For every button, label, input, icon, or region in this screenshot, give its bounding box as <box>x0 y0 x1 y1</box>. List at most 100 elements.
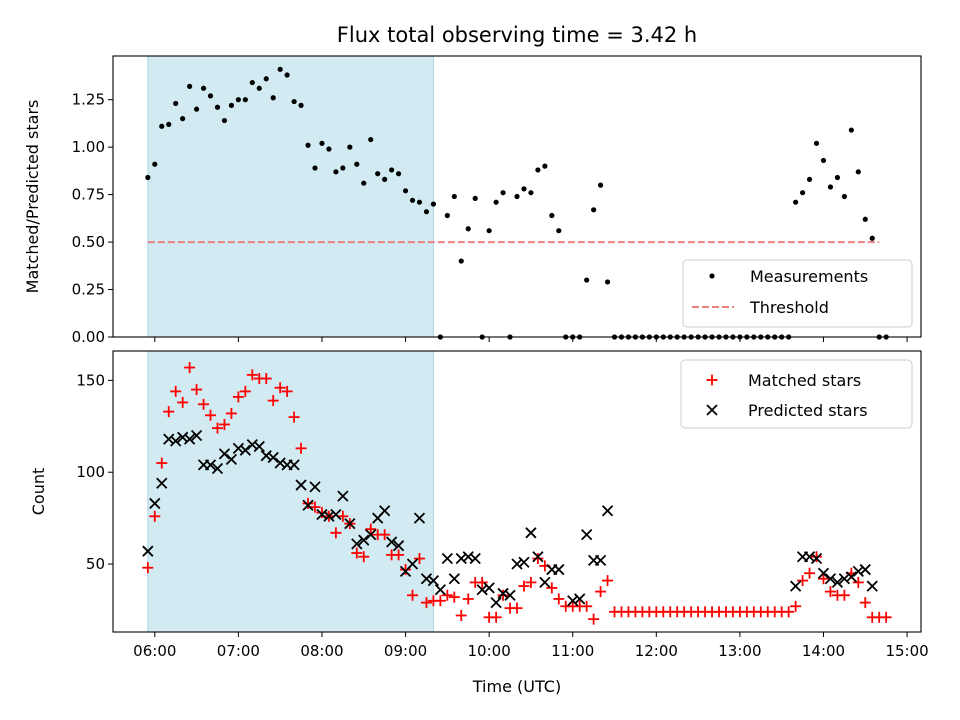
predicted-star-point <box>789 580 802 592</box>
predicted-star-point <box>490 596 502 609</box>
x-tick-label: 13:00 <box>718 642 761 660</box>
measurement-point <box>180 116 186 122</box>
predicted-star-point <box>462 551 474 563</box>
predicted-star-point <box>274 457 286 469</box>
y-tick-label: 0.25 <box>72 281 105 299</box>
legend-cross-glyph <box>706 404 718 416</box>
measurement-point <box>799 190 806 196</box>
measurement-point <box>451 193 457 200</box>
predicted-star-point <box>810 552 823 565</box>
measurement-point <box>806 176 813 183</box>
predicted-star-point <box>581 529 593 541</box>
matched-stars-series <box>142 362 892 625</box>
measurement-point <box>848 127 854 133</box>
matched-star-point <box>393 549 405 561</box>
bottom-axes-frame <box>112 350 922 633</box>
predicted-star-point <box>170 435 182 447</box>
predicted-star-point <box>504 589 516 601</box>
matched-star-point <box>448 591 460 603</box>
x-tick-label: 15:00 <box>885 642 928 660</box>
matched-star-point <box>553 593 565 605</box>
predicted-star-point <box>406 558 419 570</box>
predicted-star-point <box>163 433 175 445</box>
predicted-star-point <box>379 505 391 517</box>
predicted-star-point <box>337 490 349 502</box>
measurement-point <box>152 161 158 167</box>
x-tick-label: 12:00 <box>635 642 678 660</box>
predicted-star-point <box>211 462 224 475</box>
predicted-star-point <box>441 552 453 565</box>
predicted-star-point <box>594 554 607 567</box>
measurement-point <box>409 197 416 203</box>
measurement-point <box>458 258 464 264</box>
bottom-y-axis-label: Count <box>29 468 48 516</box>
matched-star-point <box>797 575 809 587</box>
matched-star-point <box>309 501 321 513</box>
measurement-point <box>340 165 346 171</box>
top-panel: 0.00 0.25 0.50 0.75 1.00 1.25 Flux total obse… <box>23 23 922 346</box>
matched-star-point <box>588 613 600 625</box>
predicted-star-point <box>323 510 335 522</box>
measurement-point <box>235 97 241 103</box>
matched-star-point <box>191 384 203 396</box>
measurement-point <box>312 165 318 171</box>
matched-star-point <box>239 385 251 397</box>
measurement-point <box>347 144 353 150</box>
matched-star-point <box>838 589 850 601</box>
matched-star-point <box>859 597 871 609</box>
measurement-point <box>368 136 374 143</box>
measurement-point <box>500 190 506 196</box>
predicted-star-point <box>852 565 864 578</box>
predicted-star-point <box>483 582 495 594</box>
measurement-point <box>486 228 492 234</box>
matched-star-point <box>232 391 244 403</box>
matched-star-point <box>267 395 279 407</box>
matched-star-point <box>281 385 293 397</box>
y-tick-label: 0.50 <box>72 233 105 251</box>
bottom-panel: 50 100 150 06:00 07:00 08:00 09:00 10:00 11:00 1… <box>29 350 929 696</box>
matched-star-point <box>413 553 425 565</box>
predicted-star-point <box>218 448 231 460</box>
predicted-star-point <box>177 431 189 443</box>
observing-span-shade-bottom <box>147 350 434 633</box>
measurement-point <box>193 106 200 112</box>
matched-star-point <box>156 457 168 469</box>
predicted-star-point <box>497 587 509 600</box>
predicted-star-point <box>427 574 440 587</box>
measurement-point <box>214 104 221 110</box>
matched-star-point <box>198 398 210 410</box>
measurement-point <box>584 277 590 283</box>
measurement-point <box>465 226 471 232</box>
measurement-point <box>284 72 290 78</box>
legend-measurements-marker <box>709 273 715 279</box>
predicted-star-point <box>385 536 398 548</box>
matched-star-point <box>302 497 314 509</box>
predicted-star-point <box>803 551 816 563</box>
predicted-star-point <box>601 505 614 517</box>
measurement-point <box>834 174 841 181</box>
predicted-star-point <box>831 576 844 589</box>
measurement-point <box>382 176 388 183</box>
top-y-axis-ticks: 0.00 0.25 0.50 0.75 1.00 1.25 <box>72 91 113 346</box>
measurement-point <box>270 95 276 101</box>
matched-star-point <box>602 575 614 587</box>
predicted-star-point <box>351 538 363 550</box>
matched-star-point <box>804 567 816 579</box>
measurement-point <box>820 157 827 164</box>
measurement-point <box>305 142 311 148</box>
measurement-point <box>416 199 423 205</box>
predicted-star-point <box>845 571 857 583</box>
measurement-point <box>841 193 847 200</box>
predicted-star-point <box>518 556 530 568</box>
predicted-star-point <box>267 451 279 464</box>
measurement-point <box>862 216 868 222</box>
measurement-point <box>535 167 541 173</box>
measurement-point <box>333 169 339 175</box>
matched-star-point <box>852 576 864 588</box>
predicted-star-point <box>511 558 523 570</box>
matched-star-point <box>142 562 154 574</box>
measurement-point <box>597 182 604 188</box>
legend-matched-label: Matched stars <box>748 371 861 390</box>
measurement-point <box>263 76 269 82</box>
top-axes-frame <box>112 55 922 338</box>
